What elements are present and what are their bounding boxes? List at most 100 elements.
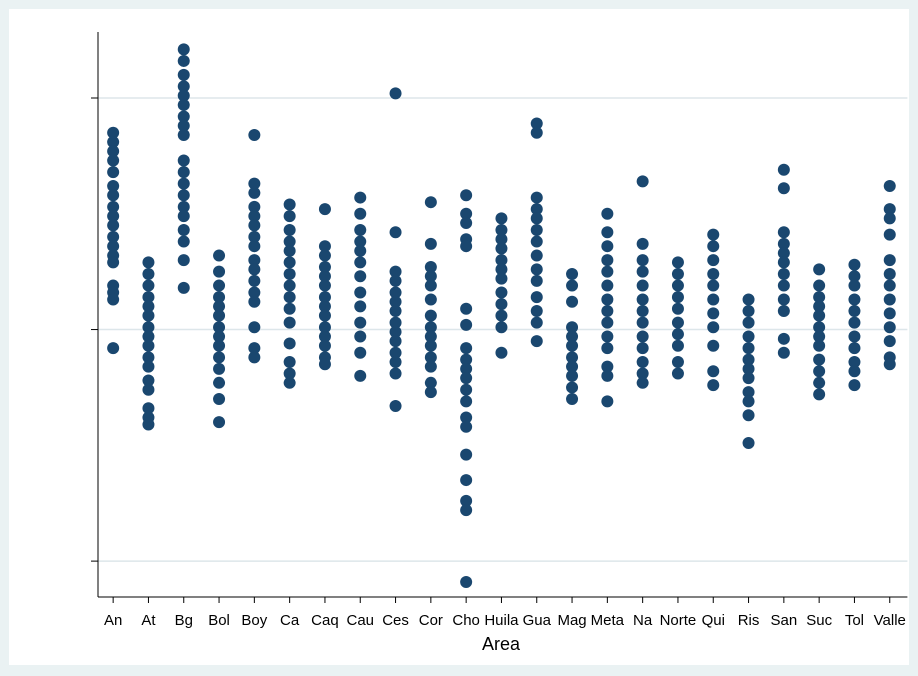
- point: [530, 117, 543, 130]
- point: [707, 339, 720, 352]
- point: [177, 89, 190, 102]
- point: [213, 321, 226, 334]
- point: [636, 293, 649, 306]
- point: [566, 360, 579, 373]
- point: [742, 362, 755, 375]
- point: [177, 210, 190, 223]
- point: [354, 235, 367, 248]
- point: [566, 369, 579, 382]
- point: [742, 437, 755, 450]
- point: [848, 365, 861, 378]
- point: [777, 163, 790, 176]
- point: [142, 339, 155, 352]
- point: [213, 300, 226, 313]
- point: [177, 54, 190, 67]
- point: [848, 279, 861, 292]
- x-tick-label: Mag: [557, 612, 586, 629]
- point: [248, 186, 261, 199]
- point: [813, 309, 826, 322]
- point: [530, 203, 543, 216]
- point: [530, 249, 543, 262]
- point: [460, 494, 473, 507]
- point: [460, 342, 473, 355]
- point: [389, 367, 402, 380]
- point: [883, 212, 896, 225]
- x-tick-label: Meta: [591, 612, 625, 629]
- point: [213, 330, 226, 343]
- point: [318, 300, 331, 313]
- point: [601, 240, 614, 253]
- point: [354, 244, 367, 257]
- point: [742, 293, 755, 306]
- point: [460, 420, 473, 433]
- point: [460, 411, 473, 424]
- point: [530, 235, 543, 248]
- point: [671, 355, 684, 368]
- point: [777, 293, 790, 306]
- point: [813, 263, 826, 276]
- point: [495, 233, 508, 246]
- point: [107, 200, 120, 213]
- point: [424, 351, 437, 364]
- point: [107, 342, 120, 355]
- point: [460, 383, 473, 396]
- point: [460, 362, 473, 375]
- point: [707, 293, 720, 306]
- point: [707, 267, 720, 280]
- point: [848, 316, 861, 329]
- point: [389, 305, 402, 318]
- point: [142, 256, 155, 269]
- point: [813, 339, 826, 352]
- point: [813, 321, 826, 334]
- point: [777, 279, 790, 292]
- point: [883, 228, 896, 241]
- point: [283, 376, 296, 389]
- point: [566, 381, 579, 394]
- point: [248, 219, 261, 232]
- point: [671, 302, 684, 315]
- point: [424, 376, 437, 389]
- point: [530, 274, 543, 287]
- point: [248, 295, 261, 308]
- point: [848, 270, 861, 283]
- point: [460, 395, 473, 408]
- point: [107, 145, 120, 158]
- point: [248, 210, 261, 223]
- point: [354, 191, 367, 204]
- point: [813, 291, 826, 304]
- point: [283, 198, 296, 211]
- point: [495, 309, 508, 322]
- point: [601, 360, 614, 373]
- x-tick-label: Na: [633, 612, 653, 629]
- point: [460, 302, 473, 315]
- point: [883, 358, 896, 371]
- point: [142, 309, 155, 322]
- point: [354, 316, 367, 329]
- point: [424, 360, 437, 373]
- point: [530, 191, 543, 204]
- x-tick-label: Norte: [660, 612, 697, 629]
- point: [248, 177, 261, 190]
- point: [460, 372, 473, 385]
- point: [530, 212, 543, 225]
- point: [777, 237, 790, 250]
- point: [213, 309, 226, 322]
- point: [742, 342, 755, 355]
- point: [707, 321, 720, 334]
- plot-background: [9, 9, 909, 665]
- point: [883, 335, 896, 348]
- x-tick-label: Boy: [241, 612, 267, 629]
- point: [883, 307, 896, 320]
- point: [813, 353, 826, 366]
- point: [601, 342, 614, 355]
- point: [530, 263, 543, 276]
- x-tick-label: Suc: [806, 612, 832, 629]
- point: [142, 383, 155, 396]
- point: [107, 210, 120, 223]
- point: [213, 291, 226, 304]
- point: [495, 223, 508, 236]
- point: [530, 126, 543, 139]
- point: [777, 267, 790, 280]
- point: [530, 335, 543, 348]
